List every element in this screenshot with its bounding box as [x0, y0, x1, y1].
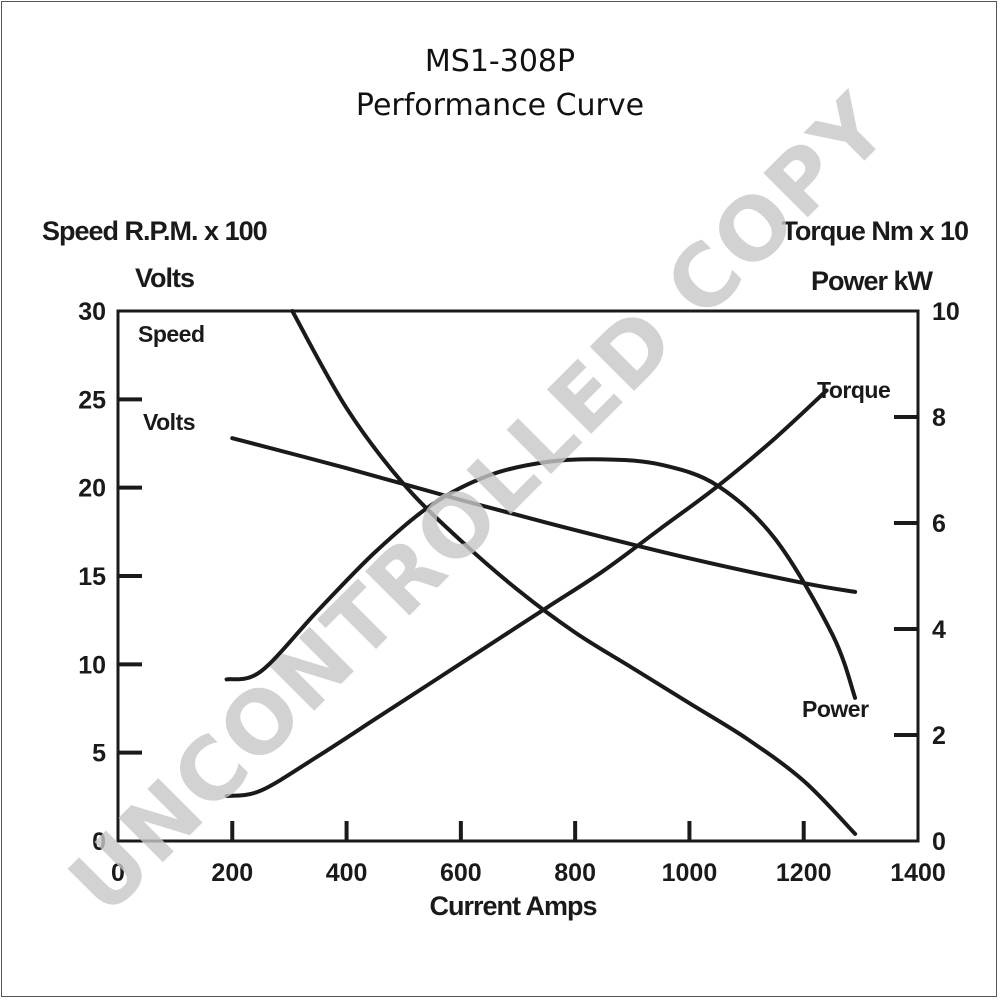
y-left-tick-label: 10 — [78, 651, 106, 679]
y-left-label-2: Volts — [135, 263, 194, 293]
x-tick-label: 1200 — [776, 859, 832, 887]
y-right-label-1: Torque Nm x 10 — [781, 216, 968, 246]
y-right-tick-label: 2 — [932, 722, 946, 750]
x-tick-label: 600 — [440, 859, 482, 887]
chart-subtitle: Performance Curve — [355, 88, 645, 123]
y-left-tick-label: 25 — [78, 386, 106, 414]
chart-title: MS1-308P — [424, 44, 576, 79]
speed-curve — [290, 309, 858, 836]
x-axis-label: Current Amps — [429, 891, 596, 921]
x-tick-label: 0 — [111, 859, 125, 887]
y-right-tick-label: 6 — [932, 510, 946, 538]
x-tick-label: 800 — [554, 859, 596, 887]
y-left-tick-label: 5 — [92, 740, 106, 768]
y-right-label-2: Power kW — [811, 266, 934, 296]
torque-curve — [224, 388, 829, 798]
power-curve — [224, 457, 858, 700]
curves — [224, 309, 858, 836]
y-right-tick-label: 10 — [932, 298, 960, 326]
y-right-tick-label: 8 — [932, 404, 946, 432]
volts-label: Volts — [143, 409, 195, 435]
x-tick-label: 200 — [211, 859, 253, 887]
speed-label: Speed — [138, 321, 205, 347]
y-right-tick-label: 0 — [932, 828, 946, 856]
series-labels: Speed Volts Torque Power — [138, 321, 891, 722]
volts-curve — [230, 436, 858, 594]
y-right-tick-label: 4 — [932, 616, 946, 644]
plot-area — [116, 309, 920, 843]
axis-ticks: 0 200 400 600 800 1000 1200 1400 0 5 10 15 20 25 30 0 2 4… — [78, 298, 960, 887]
y-left-tick-label: 30 — [78, 298, 106, 326]
watermark-text: UNCONTROLLED COPY — [51, 76, 909, 934]
x-tick-label: 1400 — [890, 859, 946, 887]
y-left-tick-label: 0 — [92, 828, 106, 856]
x-tick-label: 1000 — [662, 859, 718, 887]
y-left-tick-label: 15 — [78, 563, 106, 591]
y-left-tick-label: 20 — [78, 475, 106, 503]
y-left-label-1: Speed R.P.M. x 100 — [42, 216, 267, 246]
x-tick-label: 400 — [326, 859, 368, 887]
torque-label: Torque — [817, 377, 890, 403]
power-label: Power — [802, 696, 869, 722]
